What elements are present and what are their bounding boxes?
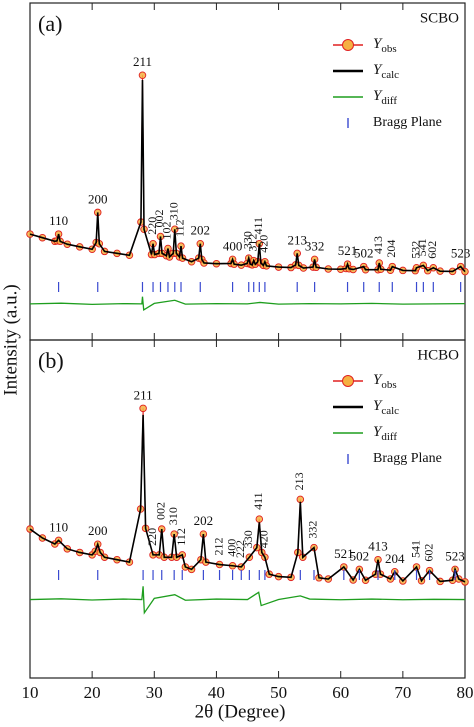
legend-label: Bragg Plane [373,115,442,130]
peak-label: 413 [371,236,385,254]
x-tick-label: 70 [394,683,411,702]
obs-point [139,404,147,413]
peak-label: 420 [257,530,271,548]
peak-label: 211 [133,54,152,69]
peak-label: 222 [233,540,247,558]
peak-label: 213 [287,232,307,247]
y-axis-label: Intensity (a.u.) [0,284,21,395]
obs-point [138,71,147,79]
obs-point [296,495,305,504]
peak-label: 411 [251,217,265,235]
x-tick-label: 30 [146,683,163,702]
peak-label: 220 [145,528,159,546]
obs-point [461,578,469,586]
legend-label: Ycalc [373,398,399,416]
peak-label: 112 [174,528,188,546]
peak-label: 212 [211,538,225,556]
peak-label: 400 [224,539,238,557]
legend-label: Ycalc [373,62,399,80]
peak-label: 332 [305,238,325,253]
calc-line [29,80,466,273]
obs-point [255,515,264,523]
peak-label: 521 [338,243,358,258]
peak-label: 420 [257,235,271,253]
peak-label: 400 [223,238,243,253]
legend-label: Ydiff [373,88,397,106]
peak-label: 523 [451,246,471,261]
legend-label: Ydiff [373,424,397,442]
diff-line [29,586,466,615]
peak-label: 310 [167,202,181,220]
peak-label: 202 [191,223,211,238]
peak-label: 202 [194,513,214,528]
peak-label: 521 [334,546,354,561]
calc-line [29,414,466,583]
peak-label: 112 [173,219,187,237]
peak-label: 523 [445,548,465,563]
peak-label: 411 [251,492,265,510]
peak-label: 413 [368,539,388,554]
legend-label: Bragg Plane [373,451,442,466]
peak-label: 330 [240,231,254,249]
x-tick-label: 60 [332,683,349,702]
peak-label: 220 [145,217,159,235]
peak-label: 204 [384,240,398,258]
panel-label: (a) [38,11,62,36]
peak-label: 502 [350,548,370,563]
peak-label: 002 [153,502,167,520]
obs-point [26,230,34,238]
peak-label: 211 [134,387,153,402]
x-tick-label: 50 [270,683,287,702]
legend-swatch [342,375,354,387]
diff-line [29,296,466,312]
peak-label: 110 [49,213,68,228]
panel-label: (b) [38,348,64,373]
sample-label: HCBO [417,347,459,363]
x-tick-label: 80 [457,683,474,702]
legend-label: Yobs [373,36,397,54]
legend-label: Yobs [373,372,397,390]
peak-label: 532 [408,241,422,259]
x-axis-label: 2θ (Degree) [195,701,286,722]
peak-label: 002 [152,209,166,227]
peak-label: 200 [88,191,108,206]
peak-label: 110 [49,519,68,534]
peak-label: 602 [425,241,439,259]
sample-label: SCBO [420,10,459,26]
peak-label: 310 [166,507,180,525]
x-tick-label: 40 [208,683,225,702]
peak-label: 200 [88,523,108,538]
peak-label: 102 [160,222,174,240]
x-tick-label: 20 [84,683,101,702]
peak-label: 502 [354,246,374,261]
peak-label: 204 [385,551,405,566]
peak-label: 330 [241,530,255,548]
plot-frame [29,2,466,341]
legend-swatch [342,39,354,51]
x-tick-label: 10 [22,683,39,702]
peak-label: 213 [292,472,306,490]
peak-label: 602 [421,544,435,562]
peak-label: 541 [415,238,429,256]
plot-frame [29,339,466,679]
peak-label: 541 [408,540,422,558]
peak-label: 312 [245,234,259,252]
peak-label: 332 [306,521,320,539]
